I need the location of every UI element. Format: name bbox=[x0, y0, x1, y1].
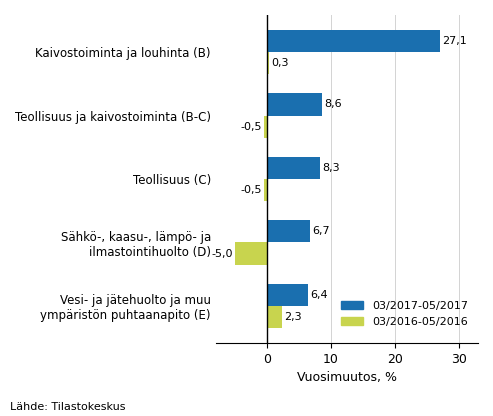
Text: -0,5: -0,5 bbox=[241, 185, 262, 195]
Text: 2,3: 2,3 bbox=[283, 312, 301, 322]
Bar bbox=[267, 30, 440, 52]
X-axis label: Vuosimuutos, %: Vuosimuutos, % bbox=[297, 371, 397, 384]
Legend: 03/2017-05/2017, 03/2016-05/2016: 03/2017-05/2017, 03/2016-05/2016 bbox=[336, 297, 472, 331]
Text: -0,5: -0,5 bbox=[241, 122, 262, 132]
Text: 8,6: 8,6 bbox=[324, 99, 342, 109]
Bar bbox=[267, 284, 308, 306]
Bar bbox=[267, 220, 310, 243]
Text: 0,3: 0,3 bbox=[271, 58, 288, 68]
Bar bbox=[267, 306, 282, 328]
Text: -5,0: -5,0 bbox=[211, 249, 233, 259]
Text: 27,1: 27,1 bbox=[442, 36, 467, 46]
Bar bbox=[264, 116, 267, 138]
Bar bbox=[267, 93, 322, 116]
Text: 6,4: 6,4 bbox=[310, 290, 327, 300]
Bar bbox=[267, 52, 269, 74]
Bar bbox=[235, 243, 267, 265]
Bar bbox=[267, 157, 320, 179]
Text: 6,7: 6,7 bbox=[312, 226, 329, 236]
Bar bbox=[264, 179, 267, 201]
Text: 8,3: 8,3 bbox=[322, 163, 340, 173]
Text: Lähde: Tilastokeskus: Lähde: Tilastokeskus bbox=[10, 402, 125, 412]
